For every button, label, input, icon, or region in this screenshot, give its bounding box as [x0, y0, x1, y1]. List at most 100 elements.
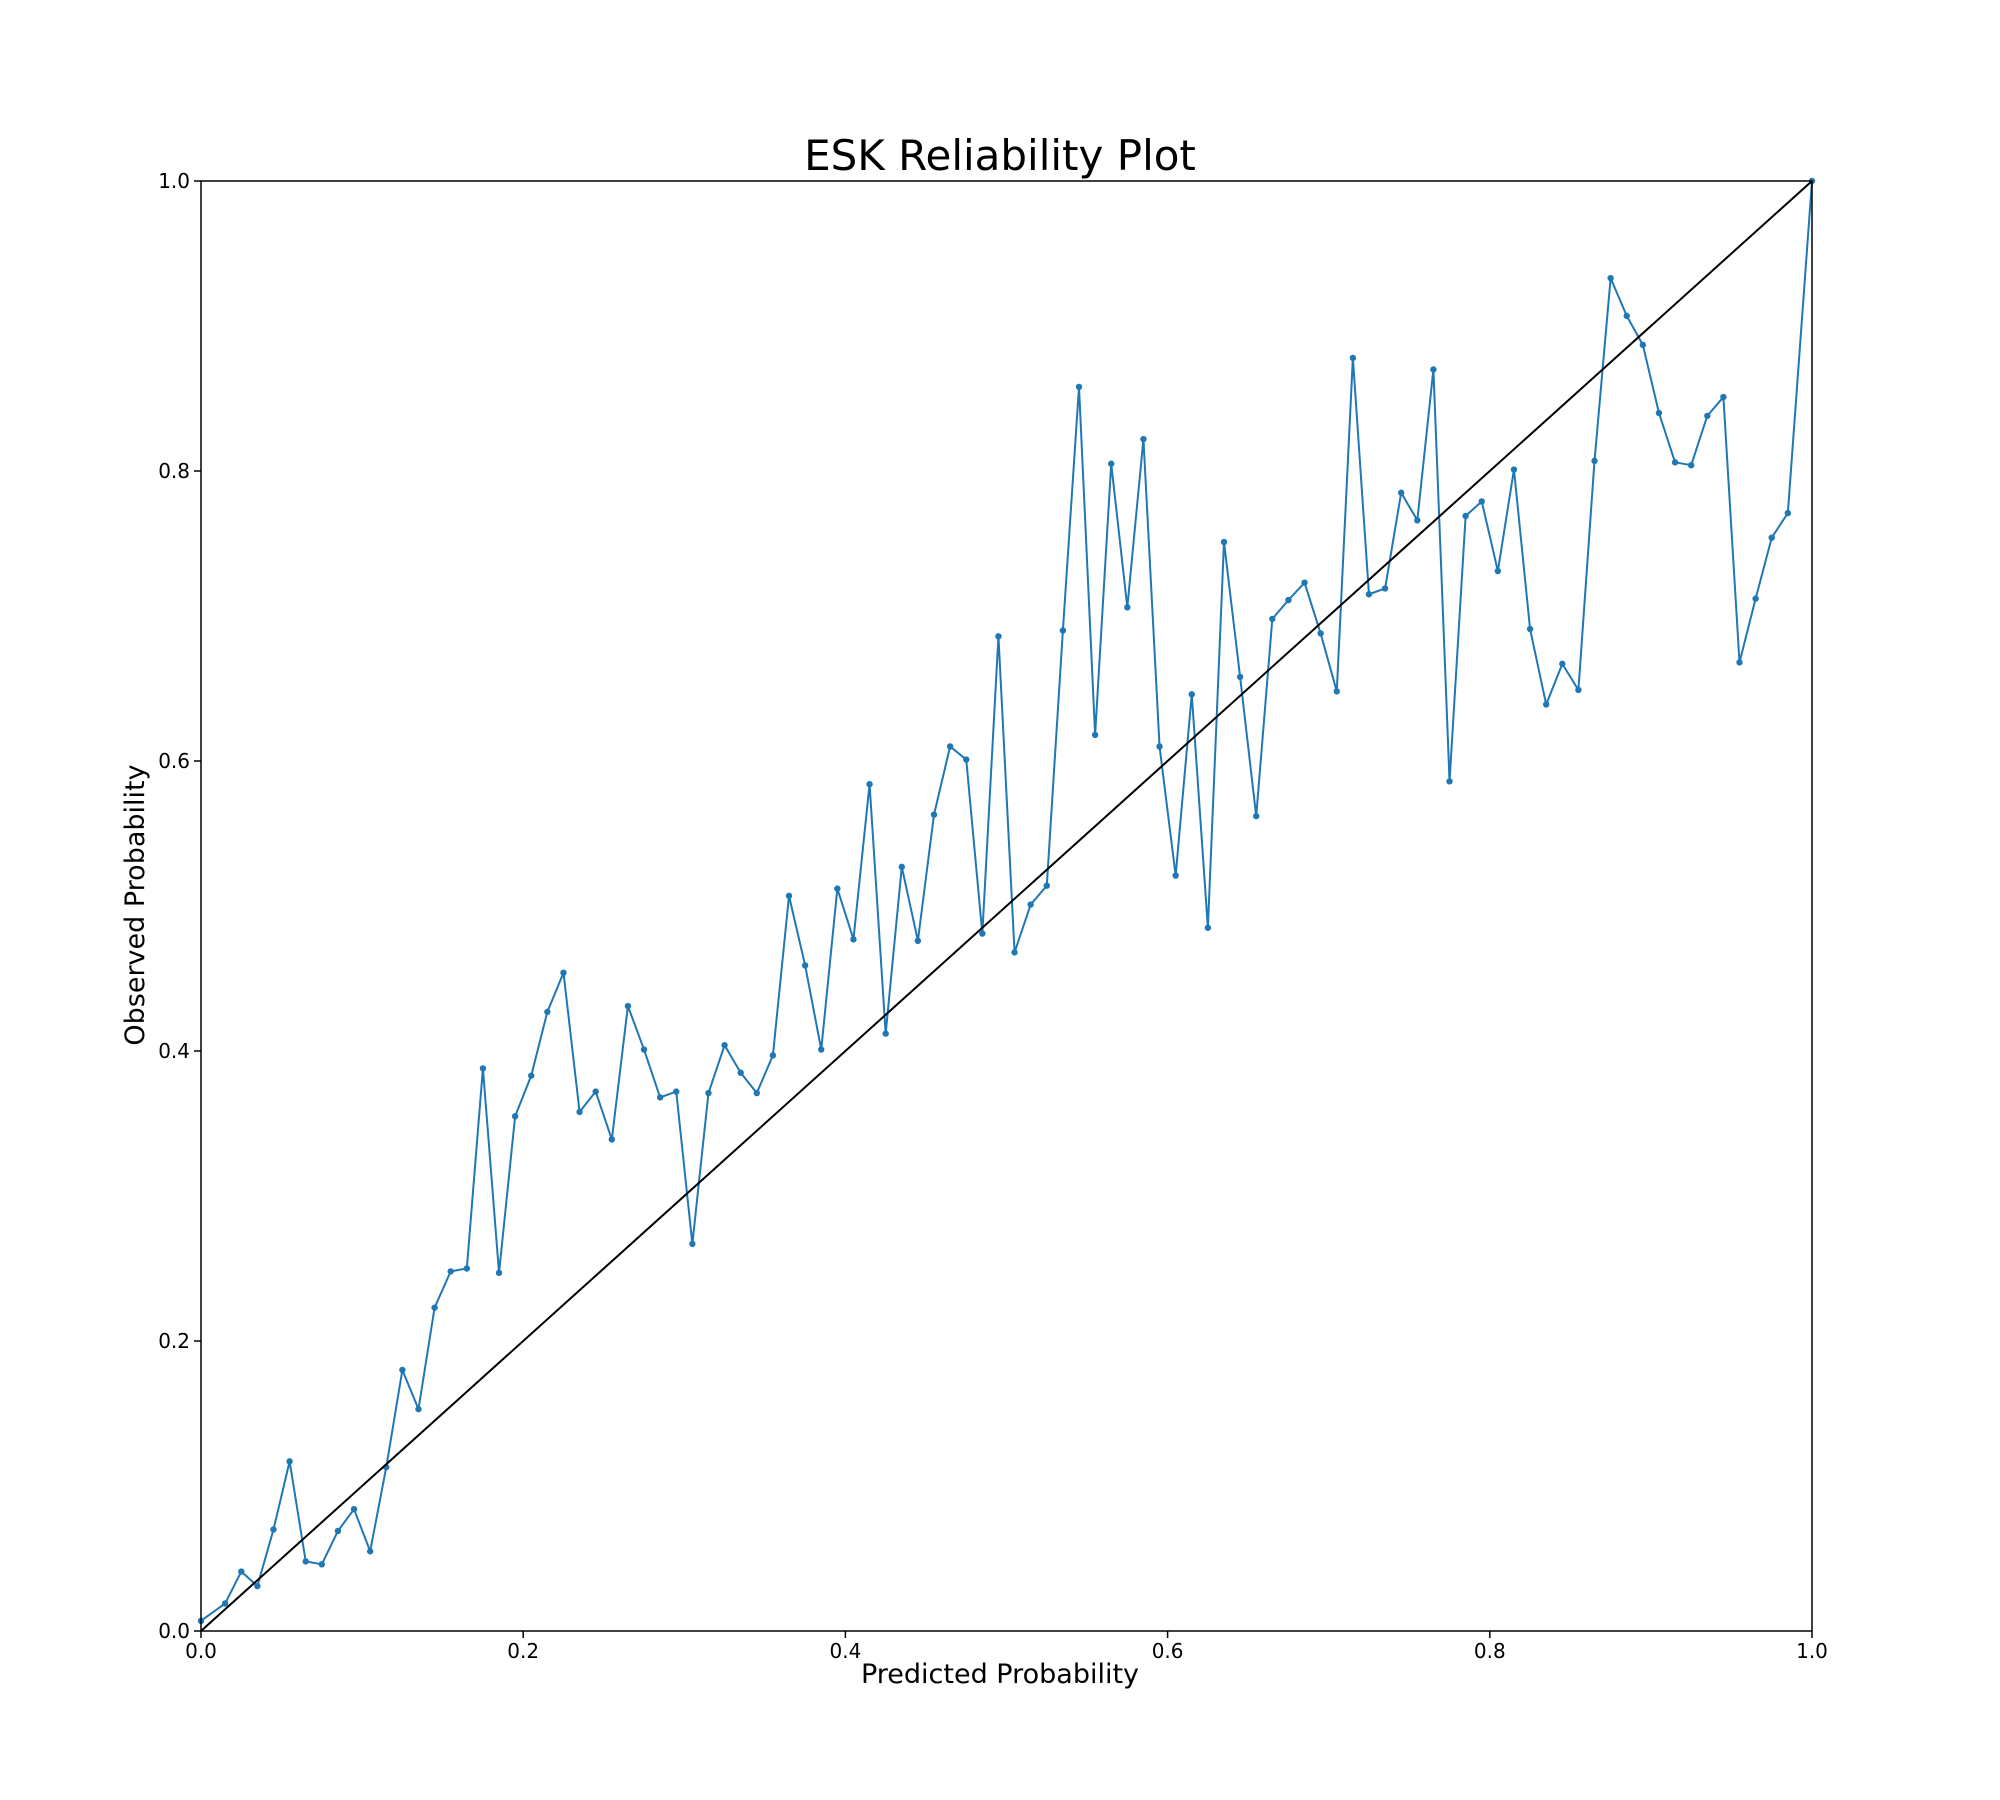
series-1-point — [1752, 595, 1759, 602]
plot-frame — [200, 180, 1813, 1632]
series-1-point — [1043, 882, 1050, 889]
series-1-point — [1510, 466, 1518, 473]
series-1-point — [850, 936, 857, 943]
series-1-point — [592, 1088, 599, 1095]
series-1-point — [1559, 660, 1566, 668]
series-1-point — [689, 1240, 696, 1248]
series-1-point — [1027, 901, 1034, 908]
y-axis-ticks: 0.0 0.2 0.4 0.6 0.8 1.0 — [158, 169, 201, 1643]
series-1-point — [1220, 538, 1228, 546]
series-1-point — [1317, 630, 1324, 637]
series-1-point — [1462, 512, 1469, 520]
series-1-point — [1204, 924, 1212, 931]
series-1-point — [1720, 393, 1727, 401]
series-1-point — [1172, 872, 1179, 879]
series-1-point — [914, 937, 922, 944]
series-1-point — [866, 781, 873, 788]
y-tick-label: 0.8 — [158, 459, 190, 483]
series-1-point — [1575, 686, 1582, 694]
series-1-point — [1591, 457, 1598, 465]
series-1-point — [785, 892, 793, 900]
series-1-point — [1365, 591, 1373, 598]
series-1-point — [1140, 435, 1147, 443]
series-1-point — [656, 1094, 664, 1101]
series-1-point — [608, 1136, 616, 1143]
series-1-point — [1623, 312, 1630, 320]
chart-title: ESK Reliability Plot — [804, 131, 1196, 180]
series-1-point — [560, 969, 567, 976]
series-1-point — [544, 1008, 551, 1016]
x-tick-label: 0.2 — [507, 1639, 539, 1663]
series-1-point — [1542, 701, 1550, 708]
series-1-point — [1059, 627, 1067, 634]
y-axis-label: Observed Probability — [120, 764, 151, 1045]
series-1-point — [1075, 383, 1083, 391]
x-tick-label: 0.6 — [1152, 1639, 1184, 1663]
y-tick-label: 1.0 — [158, 169, 190, 193]
series-1-point — [1655, 409, 1663, 417]
series-2-line — [200, 180, 1813, 1632]
series-1-point — [270, 1526, 277, 1533]
series-1-point — [1478, 498, 1485, 505]
series-1-point — [576, 1108, 583, 1116]
series-1-point — [1301, 579, 1308, 586]
x-axis-label: Predicted Probability — [861, 1659, 1139, 1690]
series-1-point — [1253, 812, 1260, 820]
series-1-point — [1736, 659, 1743, 666]
series-1-point — [1526, 625, 1534, 633]
series-1-point — [238, 1568, 245, 1575]
series-1-point — [1446, 778, 1453, 785]
series-1-point — [624, 1002, 632, 1010]
x-tick-label: 0.4 — [829, 1639, 861, 1663]
series-1-point — [495, 1269, 503, 1277]
series-1-point — [334, 1527, 342, 1535]
series-1-point — [1156, 743, 1163, 750]
series-1-point — [818, 1046, 825, 1053]
series-1-point — [447, 1268, 454, 1275]
series-1-point — [737, 1069, 744, 1076]
series-1-point — [705, 1089, 712, 1097]
series-1-point — [302, 1558, 309, 1565]
series-1-point — [640, 1046, 648, 1053]
x-axis-ticks: 0.0 0.2 0.4 0.6 0.8 1.0 — [185, 1631, 1828, 1663]
y-tick-label: 0.0 — [158, 1619, 190, 1643]
series-1-point — [479, 1065, 487, 1072]
series-1-point — [254, 1582, 261, 1590]
series-1-point — [1188, 691, 1195, 698]
series-1-point — [1397, 489, 1405, 496]
series-1-point — [898, 863, 905, 871]
series-1-point — [1784, 509, 1792, 517]
series-1-point — [1349, 354, 1357, 362]
series-1-line — [200, 180, 1813, 1622]
y-tick-label: 0.4 — [158, 1039, 190, 1063]
series-1-point — [1108, 460, 1115, 467]
series-1-point — [1494, 567, 1502, 575]
series-1-point — [1768, 534, 1775, 541]
series-1-point — [1381, 585, 1389, 592]
series-1-point — [930, 811, 938, 818]
series-1-point — [463, 1265, 471, 1272]
series-1-point — [801, 962, 809, 969]
series-1-point — [946, 743, 954, 750]
x-tick-label: 0.0 — [185, 1639, 217, 1663]
series-1-point — [528, 1072, 535, 1079]
series-1-point — [511, 1113, 519, 1120]
series-1-point — [318, 1561, 326, 1568]
series-1-point — [1607, 274, 1614, 282]
series-1-point — [1704, 412, 1711, 420]
plot-series — [197, 177, 1816, 1632]
series-1-point — [1091, 731, 1099, 739]
series-1-point — [1333, 688, 1340, 695]
series-1-point — [350, 1506, 358, 1513]
series-1-point — [1011, 949, 1018, 956]
y-tick-label: 0.2 — [158, 1329, 190, 1353]
series-1-point — [769, 1052, 777, 1059]
series-1-point — [721, 1042, 728, 1049]
series-1-point — [1414, 517, 1421, 524]
series-1-point — [366, 1548, 374, 1555]
series-1-point — [882, 1030, 889, 1037]
series-1-point — [995, 633, 1002, 640]
series-1-point — [1124, 604, 1131, 611]
